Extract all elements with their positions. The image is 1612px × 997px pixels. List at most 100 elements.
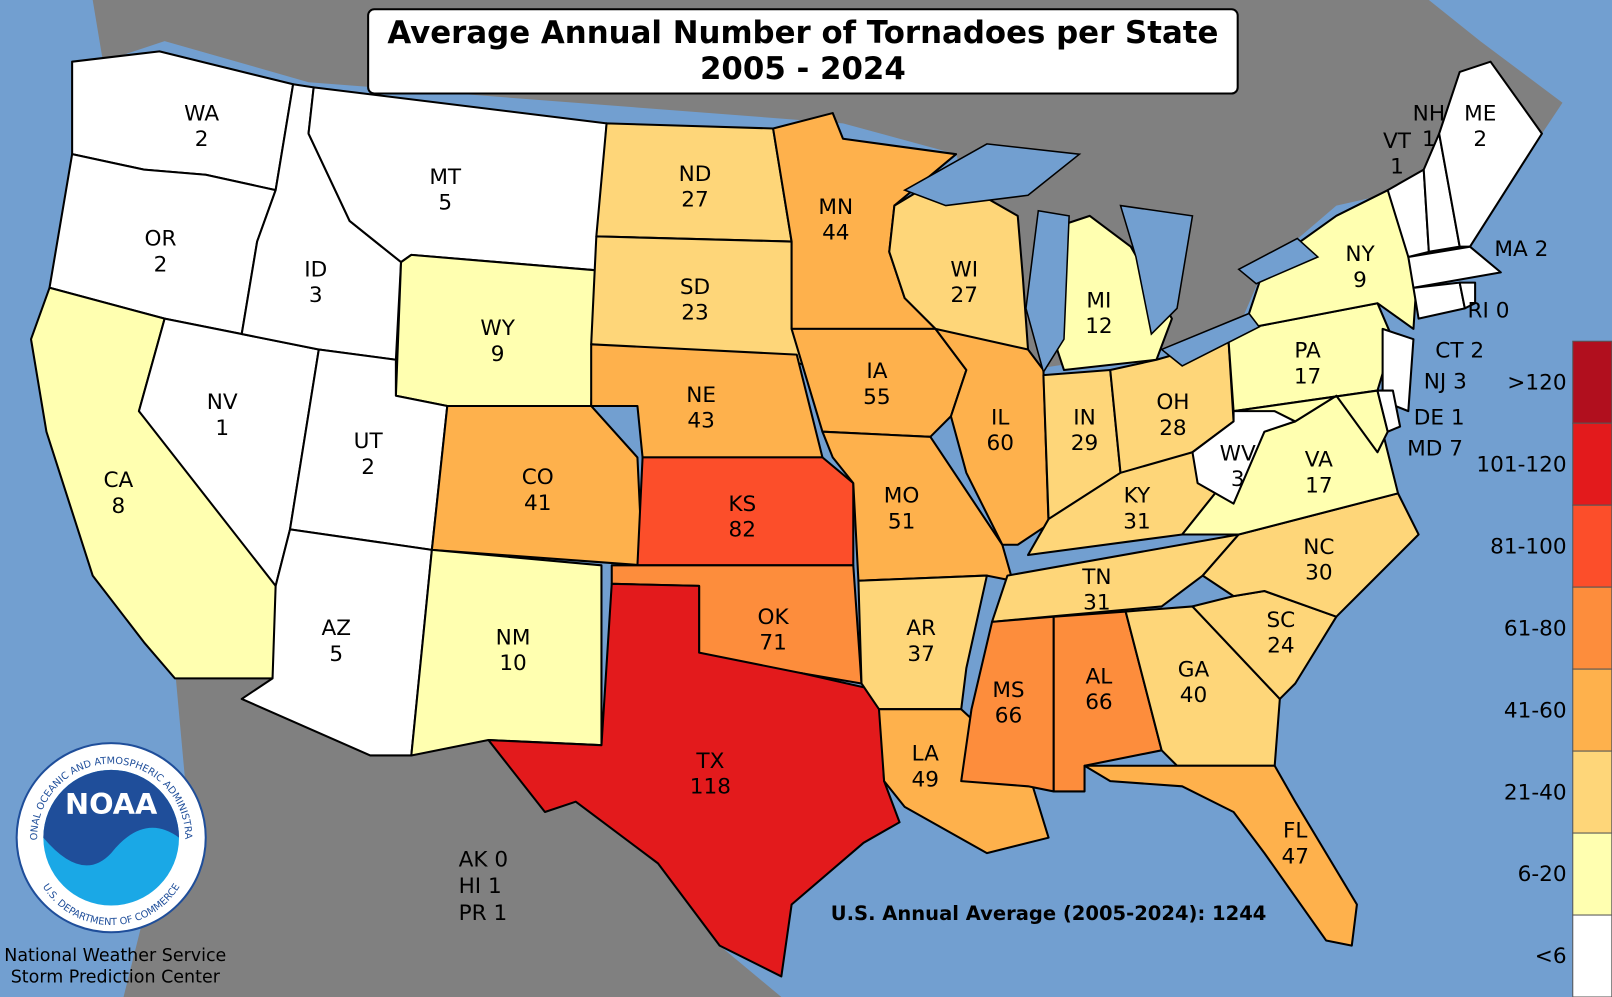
state-value: 27 <box>681 188 708 213</box>
state-value: 118 <box>690 774 731 799</box>
logo-name: NOAA <box>65 787 158 821</box>
state-abbr: NY <box>1345 242 1375 267</box>
mexico <box>123 668 782 997</box>
states <box>29 50 1543 978</box>
state-value: 2 <box>1473 127 1487 152</box>
average-value: 1244 <box>1212 902 1266 925</box>
state-abbr: ME <box>1464 101 1496 126</box>
state-abbr: IL <box>991 405 1009 430</box>
state-value: 10 <box>499 651 526 676</box>
state-abbr: MA <box>1494 237 1528 262</box>
state-label: RI 0 <box>1468 299 1510 324</box>
lake-erie <box>1160 312 1261 367</box>
territory-label: PR 1 <box>459 901 508 926</box>
legend-label: 61-80 <box>1504 616 1567 641</box>
state-value: 23 <box>681 301 708 326</box>
state-value: 2 <box>1535 237 1549 262</box>
lake-ontario <box>1237 237 1320 285</box>
logo-upper <box>43 769 180 866</box>
state-value: 9 <box>491 342 505 367</box>
state-value: 27 <box>951 283 978 308</box>
state-value: 31 <box>1123 509 1150 534</box>
state-value: 2 <box>1470 339 1484 364</box>
legend-label: 101-120 <box>1476 452 1566 477</box>
legend: >120 101-120 81-100 61-80 41-60 21-40 6-20 <6 <box>1476 340 1612 997</box>
state <box>1201 492 1420 618</box>
legend-swatch <box>1572 504 1612 588</box>
state-value: 1 <box>215 416 229 441</box>
territory-label: AK 0 <box>459 847 509 872</box>
state-abbr: MI <box>1086 288 1111 313</box>
state <box>991 533 1240 623</box>
state-abbr: VT <box>1383 129 1412 154</box>
state-abbr: IA <box>866 359 887 384</box>
state-value: 82 <box>729 518 756 543</box>
legend-label: 21-40 <box>1504 780 1567 805</box>
state-abbr: OR <box>145 227 177 252</box>
state-abbr: WA <box>184 101 219 126</box>
territory-value: 1 <box>488 874 502 899</box>
state-abbr: WI <box>950 257 978 282</box>
footer-line: National Weather Service <box>4 946 226 966</box>
state-label: NJ 3 <box>1424 370 1467 395</box>
state-abbr: FL <box>1283 819 1307 844</box>
state-abbr: MO <box>884 484 920 509</box>
state-value: 2 <box>361 455 375 480</box>
state-abbr: LA <box>912 742 940 767</box>
state-abbr: TN <box>1081 565 1111 590</box>
legend-swatch <box>1572 914 1612 997</box>
state-abbr: AZ <box>322 616 352 641</box>
legend-label: >120 <box>1507 370 1566 395</box>
state-abbr: NH <box>1413 101 1445 126</box>
legend-label: <6 <box>1535 944 1567 969</box>
territory-value: 0 <box>494 847 508 872</box>
state-value: 49 <box>911 767 938 792</box>
legend-label: 6-20 <box>1518 862 1567 887</box>
state-abbr: KS <box>728 492 756 517</box>
legend-label: 81-100 <box>1490 534 1566 559</box>
state-value: 3 <box>309 283 323 308</box>
state-value: 29 <box>1071 431 1098 456</box>
territory-value: 1 <box>493 901 507 926</box>
state-value: 47 <box>1282 844 1309 869</box>
territories: AK 0HI 1PR 1 <box>459 847 509 925</box>
state <box>1376 389 1402 433</box>
state-value: 7 <box>1449 436 1463 461</box>
state <box>1438 60 1543 248</box>
state-label: MA 2 <box>1494 237 1548 262</box>
state-value: 9 <box>1353 268 1367 293</box>
state-value: 30 <box>1305 561 1332 586</box>
state-value: 71 <box>759 631 786 656</box>
state-abbr: ID <box>304 257 327 282</box>
state-labels: WA2OR2CA8NV1ID3MT5WY9UT2AZ5CO41NM10ND27S… <box>103 101 1548 869</box>
state-value: 1 <box>1422 127 1436 152</box>
state-abbr: WV <box>1220 441 1256 466</box>
legend-swatch <box>1572 750 1612 834</box>
state-value: 0 <box>1496 299 1510 324</box>
state-abbr: SC <box>1266 608 1295 633</box>
state-value: 17 <box>1294 364 1321 389</box>
state-abbr: NV <box>207 390 238 415</box>
state-value: 41 <box>524 491 551 516</box>
title: Average Annual Number of Tornadoes per S… <box>387 15 1218 51</box>
state-value: 28 <box>1159 416 1186 441</box>
state <box>1407 245 1502 289</box>
state-value: 5 <box>329 642 343 667</box>
state-value: 8 <box>112 494 126 519</box>
state-abbr: TX <box>695 749 724 774</box>
state-abbr: OK <box>758 605 790 630</box>
state-abbr: NM <box>496 625 531 650</box>
state-value: 51 <box>888 509 915 534</box>
state-abbr: DE <box>1414 405 1444 430</box>
state-abbr: UT <box>354 429 384 454</box>
state-abbr: PA <box>1294 339 1321 364</box>
state-label: DE 1 <box>1414 405 1465 430</box>
state-value: 1 <box>1451 405 1465 430</box>
territory-abbr: HI <box>459 874 482 899</box>
state-abbr: WY <box>480 316 515 341</box>
state-value: 43 <box>687 409 714 434</box>
state-abbr: GA <box>1178 657 1210 682</box>
state-value: 31 <box>1083 591 1110 616</box>
state-label: CT 2 <box>1435 339 1484 364</box>
